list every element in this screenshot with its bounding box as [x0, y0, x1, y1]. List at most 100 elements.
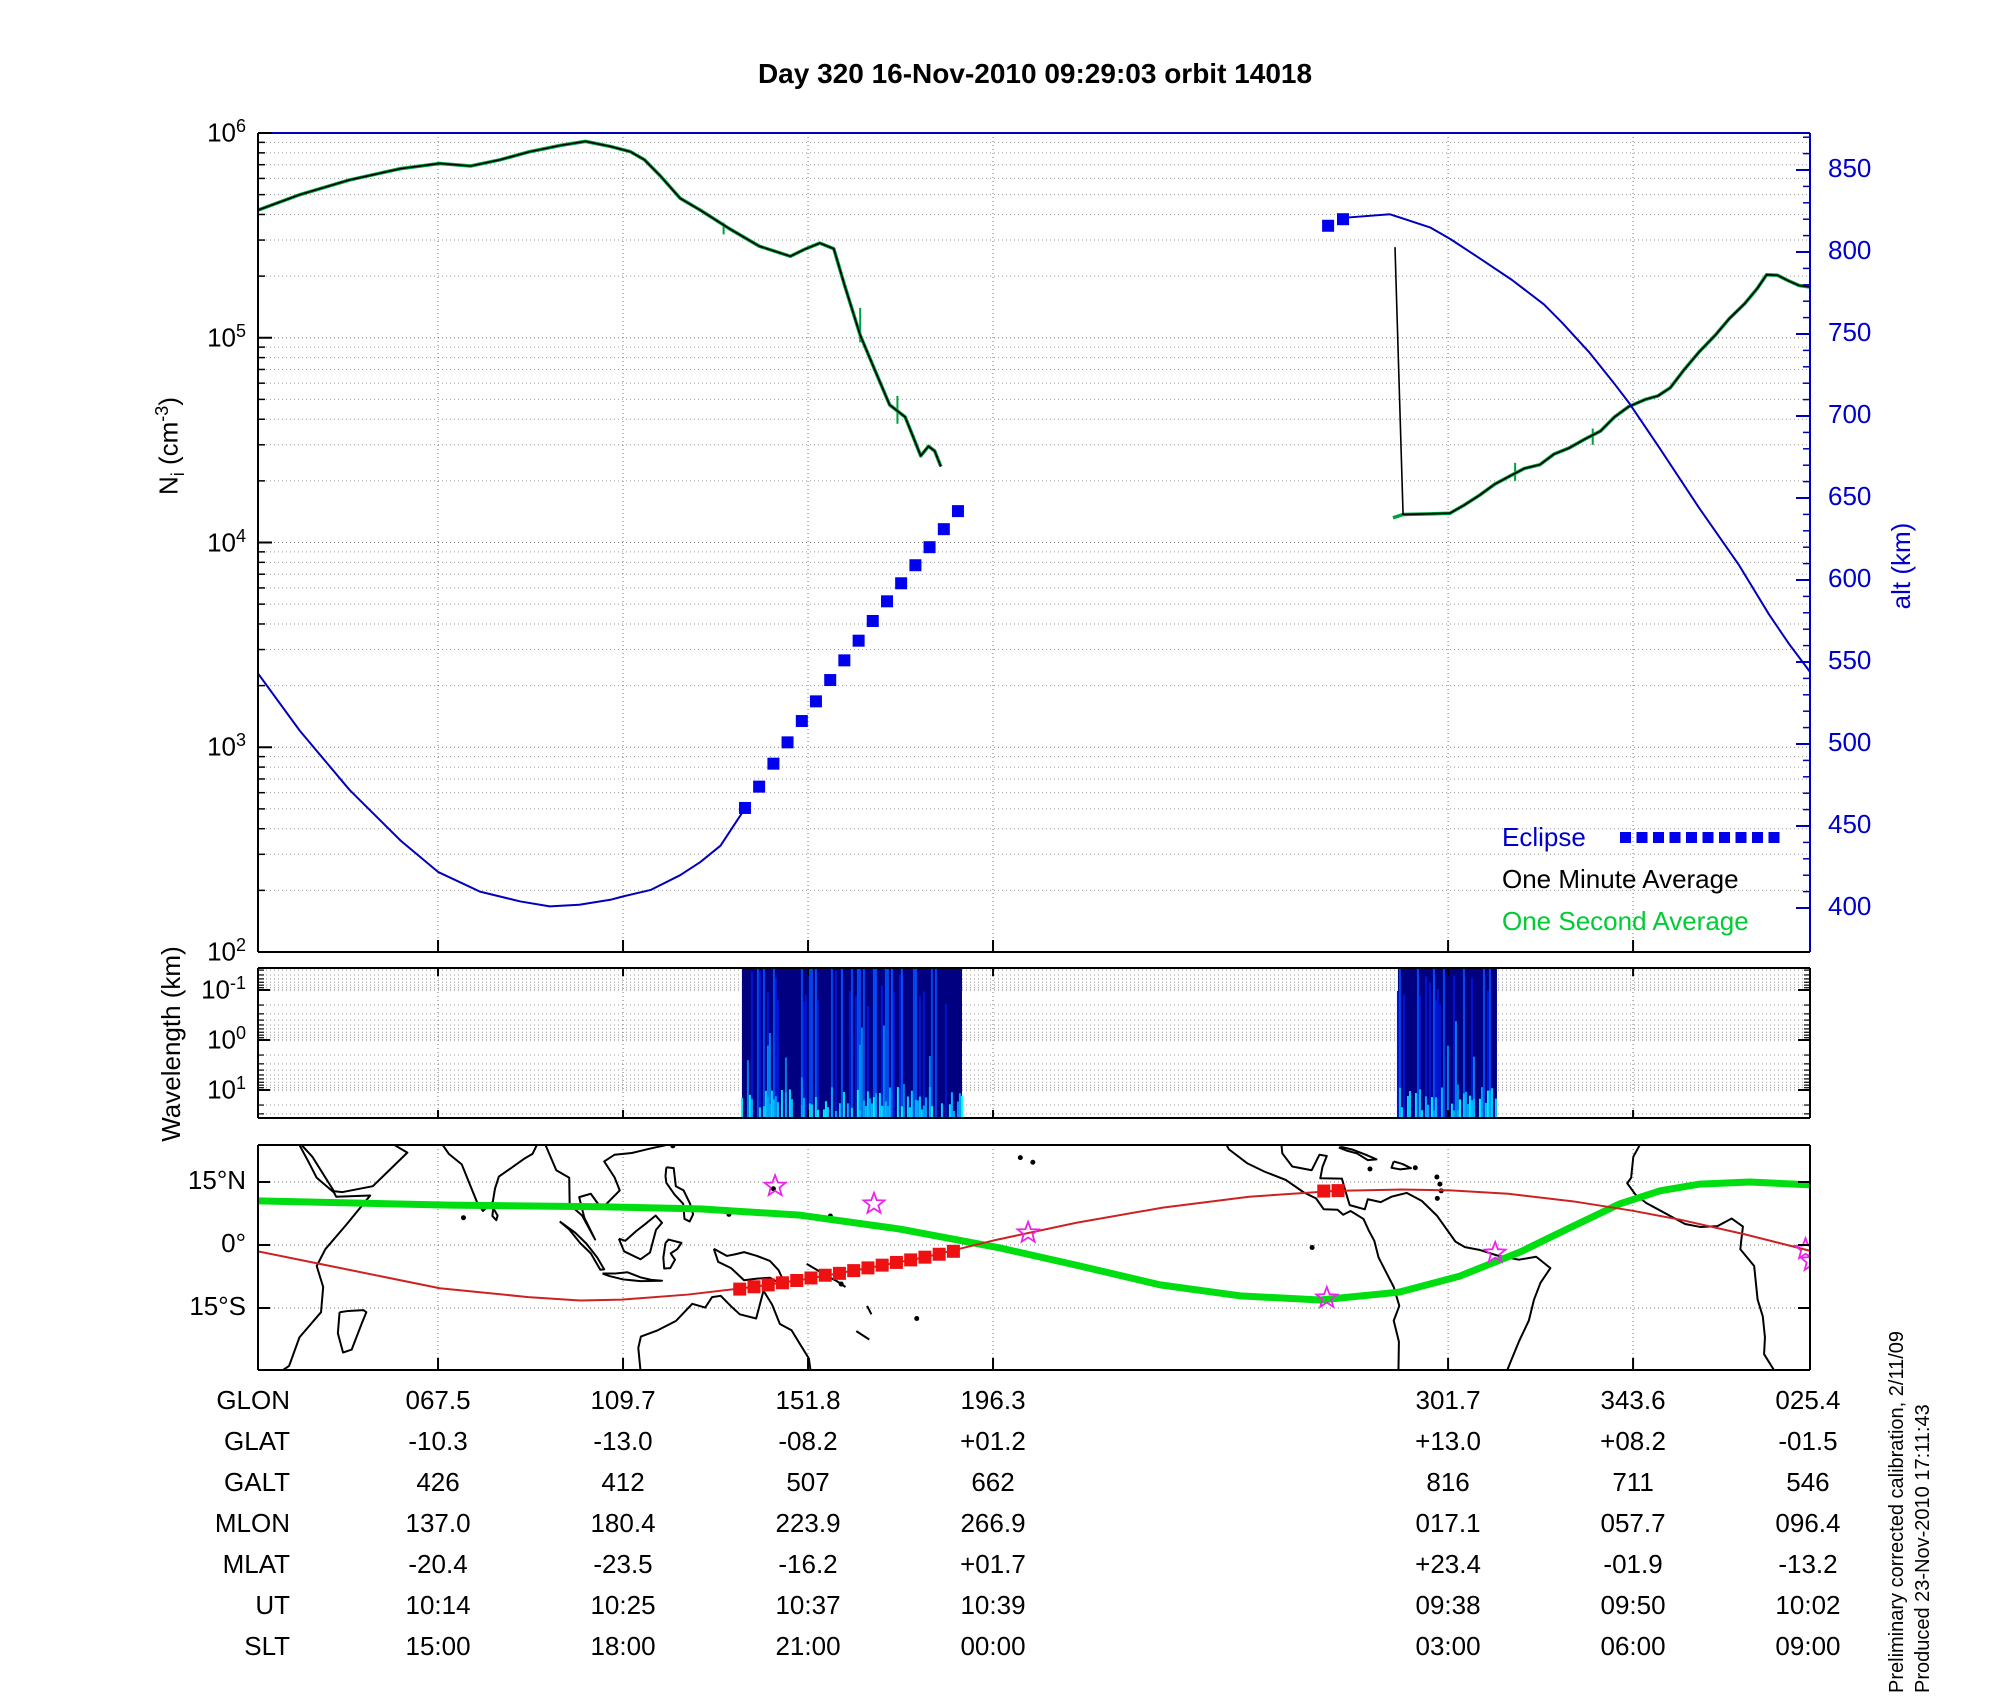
coastline	[281, 1145, 372, 1370]
table-cell: 017.1	[1415, 1508, 1481, 1538]
table-cell: 10:02	[1775, 1590, 1841, 1620]
eclipse-marker	[767, 757, 780, 770]
one-minute-average-curve	[1394, 247, 1810, 516]
table-cell: -23.5	[593, 1549, 653, 1579]
table-cell: 546	[1786, 1467, 1830, 1497]
table-cell: 412	[601, 1467, 645, 1497]
eclipse-marker	[824, 674, 837, 687]
one-minute-average-curve	[258, 140, 942, 467]
table-cell: -13.2	[1778, 1549, 1838, 1579]
coastline	[1626, 1145, 1775, 1370]
star-marker	[1798, 1250, 1810, 1272]
table-cell: 10:39	[960, 1590, 1026, 1620]
table-row-label-mlon: MLON	[214, 1508, 290, 1538]
table-cell: 10:14	[405, 1590, 471, 1620]
production-note: Preliminary corrected calibration, 2/11/…	[1884, 1331, 1936, 1693]
table-cell: 223.9	[775, 1508, 841, 1538]
coastline	[544, 1145, 667, 1241]
table-cell: 18:00	[590, 1631, 656, 1661]
coastline	[855, 1330, 870, 1341]
table-cell: 137.0	[405, 1508, 471, 1538]
coastline	[336, 1309, 368, 1354]
map-eclipse-marker	[904, 1253, 918, 1267]
eclipse-marker	[909, 559, 922, 572]
table-cell: -01.9	[1603, 1549, 1663, 1579]
table-cell: +13.0	[1415, 1426, 1481, 1456]
table-cell: 662	[971, 1467, 1015, 1497]
map-eclipse-marker	[932, 1247, 946, 1261]
star-marker	[1482, 1239, 1509, 1264]
altitude-curve	[1346, 213, 1810, 673]
map-eclipse-marker	[946, 1244, 960, 1258]
table-cell: 507	[786, 1467, 830, 1497]
eclipse-marker	[809, 695, 822, 708]
table-cell: 266.9	[960, 1508, 1026, 1538]
map-eclipse-marker	[761, 1278, 775, 1292]
table-cell: 10:37	[775, 1590, 841, 1620]
table-row-label-mlat: MLAT	[222, 1549, 290, 1579]
map-eclipse-marker	[875, 1258, 889, 1272]
table-cell: 025.4	[1775, 1385, 1841, 1415]
table-cell: 096.4	[1775, 1508, 1841, 1538]
ni-tick-label: 105	[207, 320, 246, 353]
island-dot	[1437, 1181, 1443, 1187]
altitude-curve	[258, 672, 747, 908]
table-cell: -20.4	[408, 1549, 468, 1579]
alt-tick-label: 600	[1828, 563, 1872, 593]
table-cell: +01.2	[960, 1426, 1026, 1456]
eclipse-marker	[739, 801, 752, 814]
map-eclipse-marker	[861, 1261, 875, 1275]
eclipse-marker	[1337, 213, 1350, 226]
eclipse-marker	[923, 541, 936, 554]
eclipse-marker	[852, 634, 865, 647]
calibration-note: Preliminary corrected calibration, 2/11/…	[1886, 1330, 1908, 1693]
map-lat-label: 0°	[221, 1228, 246, 1258]
legend-eclipse-swatch	[1735, 832, 1747, 843]
alt-tick-label: 500	[1828, 727, 1872, 757]
island-dot	[460, 1215, 466, 1221]
wavelength-tick-label: 10-1	[201, 973, 246, 1005]
table-cell: 09:38	[1415, 1590, 1481, 1620]
table-row-label-ut: UT	[255, 1590, 290, 1620]
legend-one-second-label: One Second Average	[1502, 906, 1749, 936]
ni-tick-label: 102	[207, 935, 246, 967]
eclipse-marker	[753, 780, 766, 793]
map-lat-label: 15°S	[189, 1291, 246, 1321]
coastline	[1280, 1145, 1552, 1370]
table-row-label-glon: GLON	[216, 1385, 290, 1415]
island-dot	[1434, 1174, 1440, 1180]
star-marker	[762, 1172, 789, 1198]
coastline	[491, 1207, 499, 1222]
table-cell: -08.2	[778, 1426, 838, 1456]
star-marker	[1792, 1235, 1810, 1261]
island-dot	[838, 1281, 844, 1287]
produced-timestamp: Produced 23-Nov-2010 17:11:43	[1912, 1404, 1934, 1693]
eclipse-marker	[866, 615, 879, 627]
eclipse-marker	[951, 505, 964, 518]
map-lat-label: 15°N	[187, 1165, 246, 1195]
table-cell: -10.3	[408, 1426, 468, 1456]
island-dot	[770, 1186, 776, 1192]
table-cell: +01.7	[960, 1549, 1026, 1579]
table-row-label-galt: GALT	[224, 1467, 290, 1497]
coastline	[637, 1289, 812, 1370]
alt-tick-label: 850	[1828, 153, 1872, 183]
eclipse-marker	[795, 715, 808, 728]
map-eclipse-marker	[832, 1266, 846, 1280]
map-eclipse-marker	[1317, 1184, 1331, 1198]
table-cell: 00:00	[960, 1631, 1026, 1661]
wavelength-tick-label: 100	[207, 1023, 246, 1055]
map-eclipse-marker	[1331, 1184, 1345, 1198]
star-marker	[1313, 1284, 1340, 1309]
table-cell: 343.6	[1600, 1385, 1666, 1415]
table-cell: 196.3	[960, 1385, 1026, 1415]
star-marker	[1015, 1219, 1042, 1244]
alt-tick-label: 450	[1828, 809, 1872, 839]
table-cell: 03:00	[1415, 1631, 1481, 1661]
alt-tick-label: 750	[1828, 317, 1872, 347]
map-eclipse-marker	[918, 1250, 932, 1264]
table-cell: 09:00	[1775, 1631, 1841, 1661]
legend-one-minute-label: One Minute Average	[1502, 864, 1739, 894]
